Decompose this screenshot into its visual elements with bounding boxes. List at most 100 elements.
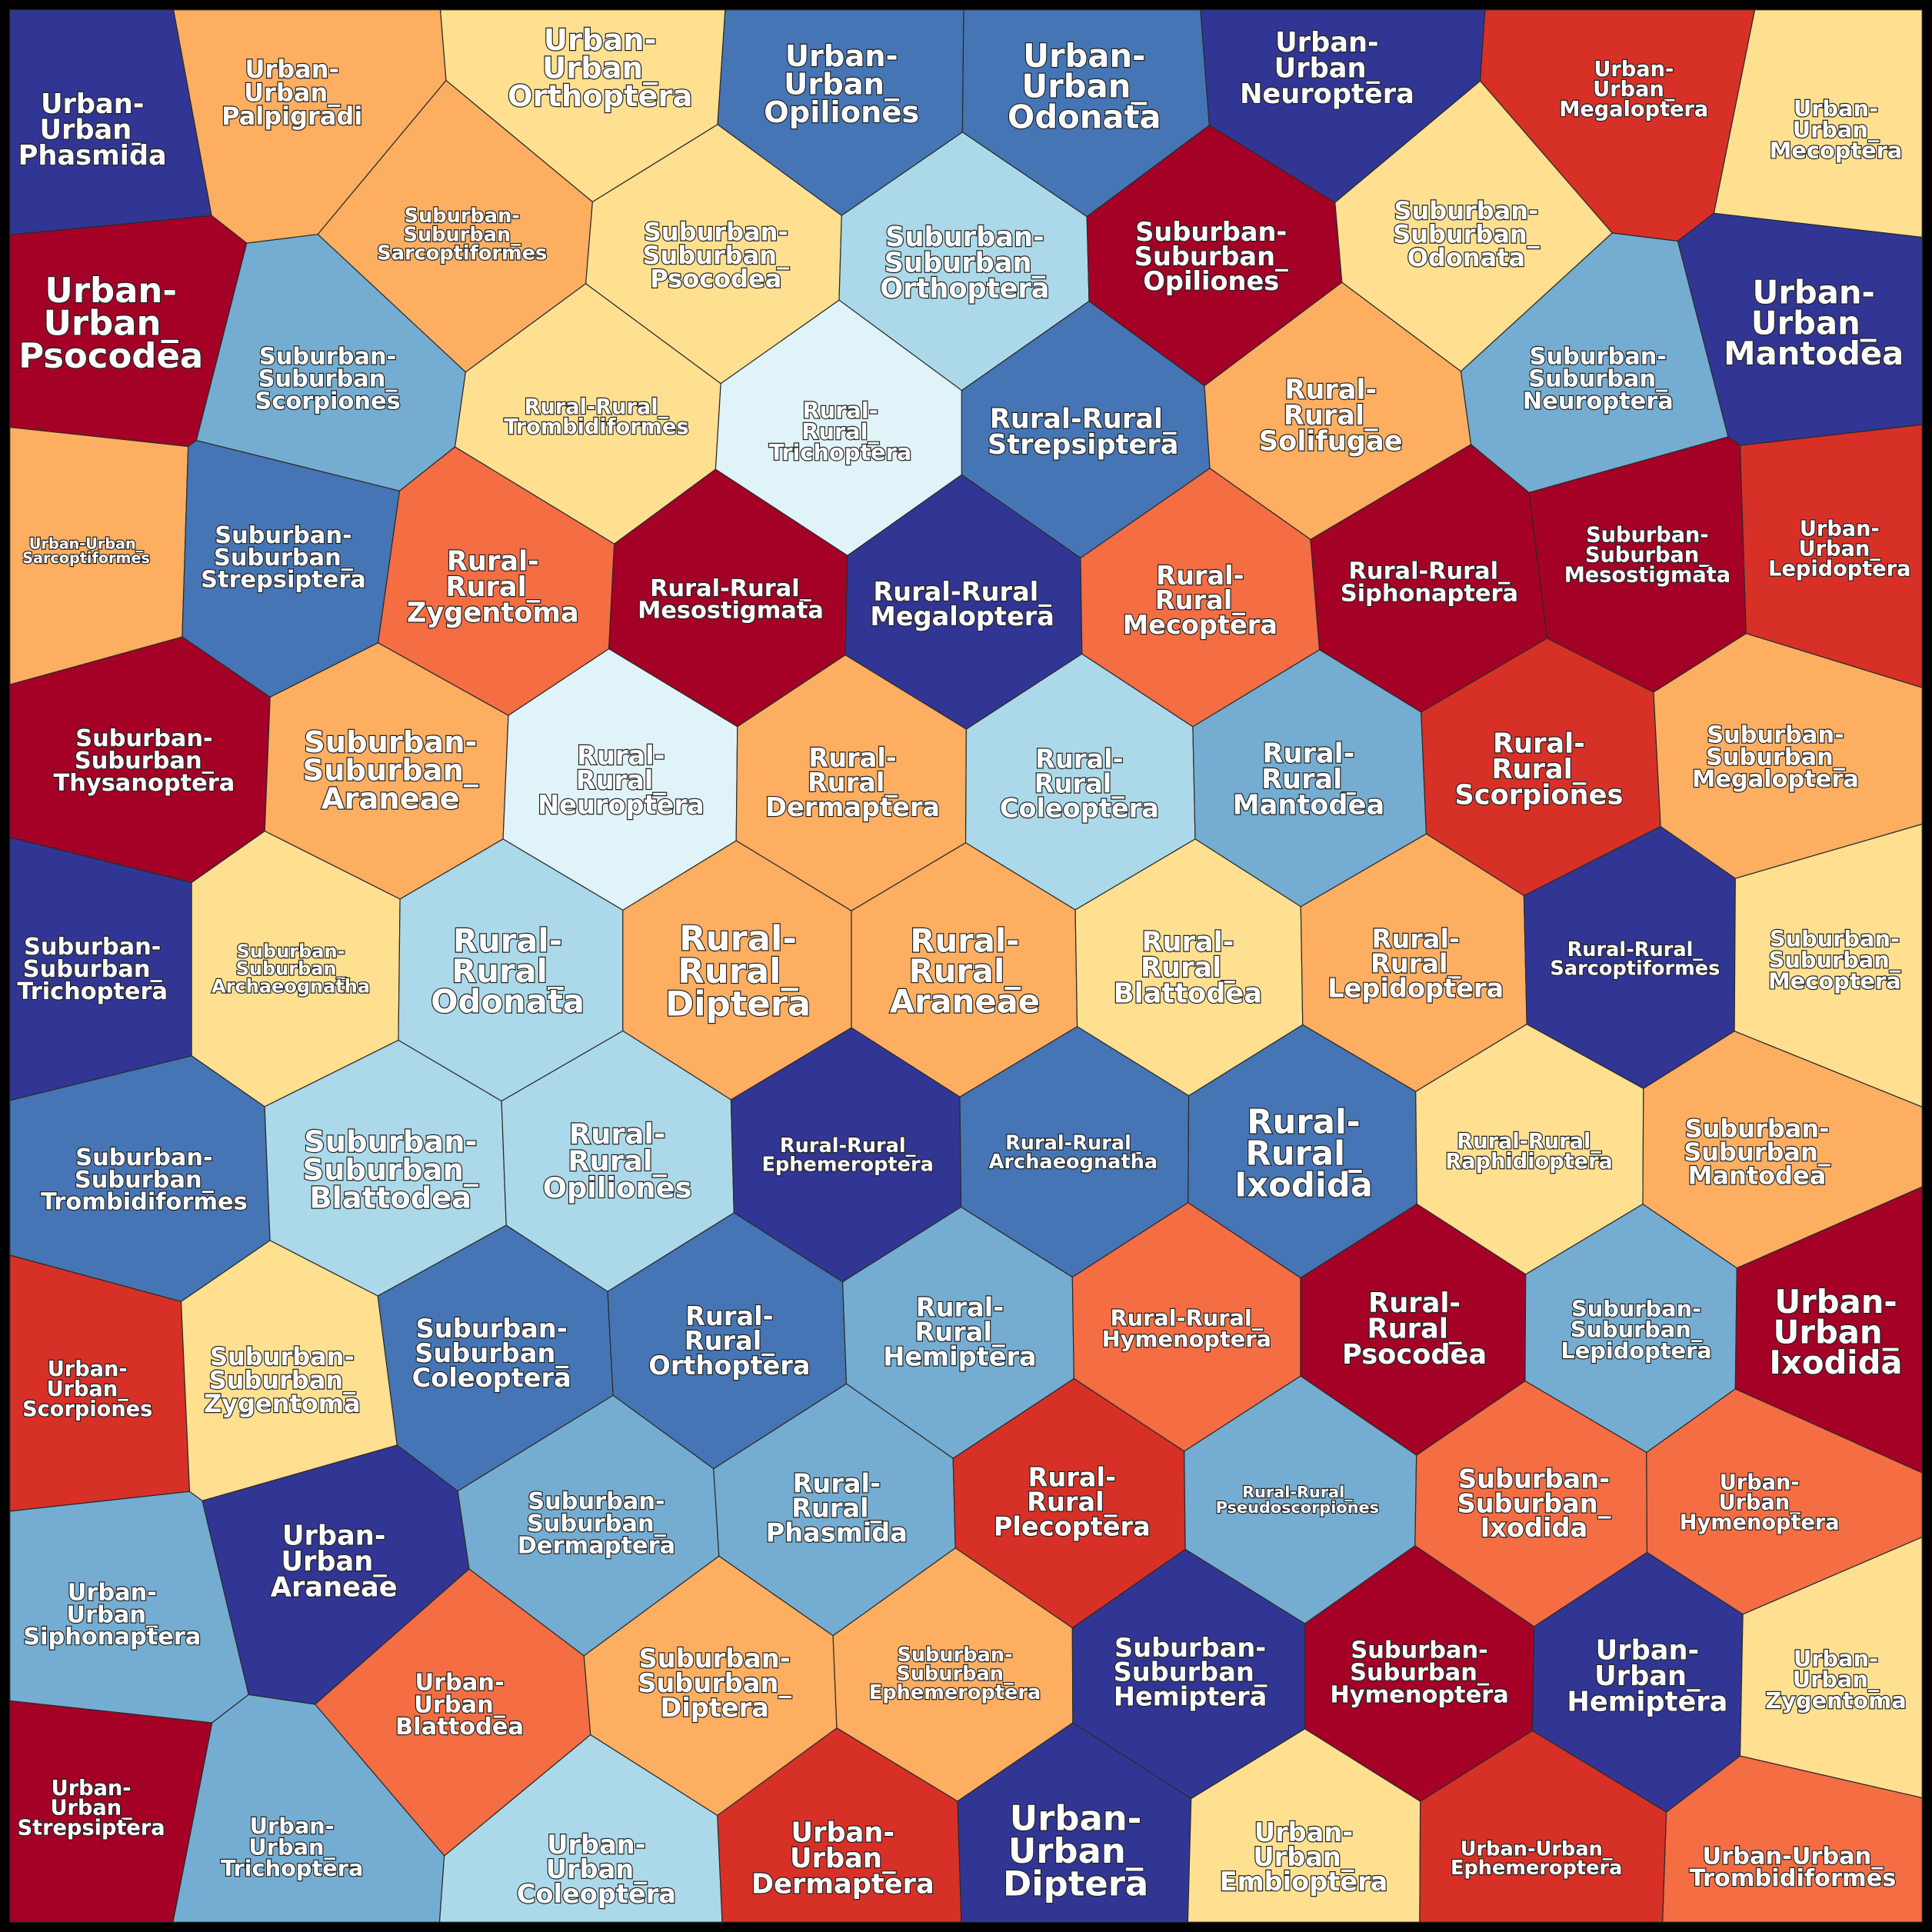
cell-label-line: Coleoptera bbox=[412, 1363, 571, 1393]
cell-label-line: Rural_ bbox=[1284, 400, 1378, 431]
cell-label-line: Urban_ bbox=[1274, 52, 1381, 84]
cell-label-line: Mecoptera bbox=[1770, 138, 1903, 164]
cell-label-line: Suburban- bbox=[1135, 217, 1287, 247]
cell-label-line: Megaloptera bbox=[870, 601, 1054, 631]
cell-label-line: Rural_ bbox=[576, 765, 666, 795]
cell-label-line: Suburban- bbox=[1685, 1114, 1830, 1144]
cell-label-line: Suburban_ bbox=[1571, 1317, 1703, 1343]
cell-label-line: Rural_ bbox=[801, 418, 879, 445]
cell-label-line: Suburban_ bbox=[1114, 1657, 1267, 1687]
cell-label: Urban-Urban_ Orthoptera bbox=[508, 23, 692, 114]
cell-label-line: Urban_ bbox=[47, 1377, 129, 1401]
cell-label-line: Scorpiones bbox=[255, 388, 401, 415]
cell-label-line: Zygentoma bbox=[204, 1389, 361, 1418]
cell-label-line: Siphonaptera bbox=[23, 1624, 201, 1651]
cell-label-line: Suburban_ bbox=[214, 545, 354, 571]
cell-label: Rural-Rural_ Plecoptera bbox=[994, 1463, 1151, 1542]
cell-label: Rural-Rural_ Pseudoscorpiones bbox=[1216, 1483, 1379, 1517]
cell-label: Suburban-Suburban_ Strepsiptera bbox=[201, 522, 366, 594]
cell-label: Urban-Urban_ Strepsiptera bbox=[18, 1777, 165, 1840]
cell-label-line: Rural-Rural_ bbox=[1005, 1132, 1141, 1155]
cell-label: Urban-Urban_ Mantodea bbox=[1724, 274, 1904, 372]
cell-label-line: Suburban_ bbox=[1585, 544, 1710, 568]
cell-label: Rural-Rural_ Orthoptera bbox=[648, 1301, 810, 1381]
cell-label-line: Urban- bbox=[791, 1817, 895, 1849]
cell-label: Urban-Urban_ Ephemeroptera bbox=[1451, 1838, 1622, 1880]
cell-label-line: Suburban_ bbox=[1769, 947, 1901, 973]
cell-label-line: Urban- bbox=[1774, 1283, 1897, 1321]
cell-label-line: Strepsiptera bbox=[988, 429, 1179, 461]
cell-label-line: Urban- bbox=[1594, 58, 1674, 82]
cell-label-line: Rural_ bbox=[1261, 764, 1356, 795]
cell-label: Suburban-Suburban_ Psocodea bbox=[643, 217, 790, 293]
cell-label: Suburban-Suburban_ Thysanoptera bbox=[54, 725, 235, 797]
cell-label-line: Mesostigmata bbox=[638, 598, 824, 625]
cell-label: Urban-Urban_ Ixodida bbox=[1769, 1283, 1902, 1381]
cell-label-line: Suburban- bbox=[24, 934, 161, 961]
cell-label: Rural-Rural_ Trombidiformes bbox=[504, 395, 688, 439]
cell-label-line: Rural_ bbox=[808, 768, 898, 798]
cell-label-line: Rural-Rural_ bbox=[1349, 558, 1511, 585]
cell-label-line: Opiliones bbox=[543, 1171, 692, 1204]
cell-label: Rural-Rural_ Sarcoptiformes bbox=[1550, 938, 1720, 980]
cell-label-line: Urban- bbox=[1794, 1645, 1878, 1671]
cell-label-line: Ephemeroptera bbox=[869, 1681, 1041, 1704]
cell-label-line: Urban- bbox=[245, 55, 339, 84]
cell-label: Rural-Rural_ Mantodea bbox=[1233, 738, 1385, 821]
cell-label: Rural-Rural_ Siphonaptera bbox=[1341, 558, 1518, 607]
cell-label-line: Rural- bbox=[910, 921, 1019, 959]
cell-label-line: Rural_ bbox=[1371, 949, 1461, 979]
cell-label-line: Urban- bbox=[45, 270, 177, 311]
cell-label: Urban-Urban_ Trichoptera bbox=[221, 1813, 363, 1881]
cell-label-line: Rural- bbox=[569, 1118, 665, 1151]
cell-label-line: Suburban_ bbox=[236, 958, 346, 980]
cell-label-line: Trichoptera bbox=[17, 978, 168, 1005]
cell-label: Urban-Urban_ Neuroptera bbox=[1240, 27, 1414, 110]
cell-label: Urban-Urban_ Hymenoptera bbox=[1680, 1471, 1840, 1535]
cell-label: Urban-Urban_ Diptera bbox=[1003, 1797, 1148, 1904]
cell-label-line: Suburban- bbox=[304, 1124, 477, 1159]
cell-label-line: Suburban_ bbox=[258, 366, 398, 393]
cell-label: Rural-Rural_ Hymenoptera bbox=[1102, 1304, 1271, 1351]
cell-label: Rural-Rural_ Zygentoma bbox=[407, 545, 579, 628]
cell-label-line: Neuroptera bbox=[1523, 388, 1674, 415]
cell-label-line: Suburban- bbox=[259, 344, 396, 371]
cell-label-line: Suburban_ bbox=[1706, 744, 1846, 771]
cell-label: Suburban-Suburban_ Megaloptera bbox=[1692, 721, 1859, 793]
cell-label-line: Rural_ bbox=[1367, 1313, 1462, 1344]
cell-label: Rural-Rural_ Scorpiones bbox=[1454, 728, 1623, 811]
cell-label-line: Strepsiptera bbox=[18, 1817, 165, 1840]
cell-label-line: Lepidoptera bbox=[1327, 974, 1504, 1004]
cell-label-line: Ixodida bbox=[1481, 1513, 1587, 1543]
cell-label-line: Rural_ bbox=[914, 1317, 1004, 1347]
cell-label: Urban-Urban_ Scorpiones bbox=[22, 1357, 152, 1421]
cell-label-line: Urban- bbox=[250, 1813, 335, 1839]
cell-label-line: Rural-Rural_ bbox=[780, 1134, 916, 1158]
cell-label-line: Archaeognatha bbox=[212, 975, 370, 997]
cell-label-line: Rural_ bbox=[1155, 585, 1245, 615]
cell-label-line: Urban_ bbox=[1594, 1661, 1700, 1692]
cell-label-line: Rural- bbox=[803, 397, 878, 423]
cell-label-line: Megaloptera bbox=[1692, 766, 1859, 793]
cell-label-line: Phasmida bbox=[766, 1518, 908, 1548]
cell-label: Suburban-Suburban_ Orthoptera bbox=[880, 222, 1049, 305]
cell-label: Rural-Rural_ Mecoptera bbox=[1123, 561, 1277, 640]
cell-label-line: Suburban- bbox=[1586, 524, 1709, 548]
cell-label-line: Suburban_ bbox=[1134, 242, 1288, 271]
cell-label: Rural-Rural_ Ixodida bbox=[1234, 1104, 1373, 1205]
cell-label-line: Rural- bbox=[1156, 561, 1244, 591]
cell-label: Suburban-Suburban_ Coleoptera bbox=[412, 1314, 571, 1393]
cell-label-line: Urban- bbox=[1720, 1471, 1800, 1495]
cell-label: Rural-Rural_ Phasmida bbox=[766, 1469, 908, 1548]
cell-label-line: Rural- bbox=[577, 741, 665, 771]
cell-label: Urban-Urban_ Hemiptera bbox=[1567, 1635, 1727, 1718]
cell-label-line: Mesostigmata bbox=[1564, 563, 1730, 587]
cell-label-line: Suburban_ bbox=[75, 1167, 215, 1194]
cell-label-line: Orthoptera bbox=[880, 273, 1049, 305]
cell-label-line: Zygentoma bbox=[407, 597, 579, 628]
cell-label-line: Trichoptera bbox=[769, 439, 911, 465]
cell-label-line: Urban_ bbox=[1008, 1830, 1144, 1871]
cell-label-line: Trombidiformes bbox=[1690, 1865, 1897, 1892]
cell-label-line: Rural- bbox=[916, 1293, 1004, 1323]
